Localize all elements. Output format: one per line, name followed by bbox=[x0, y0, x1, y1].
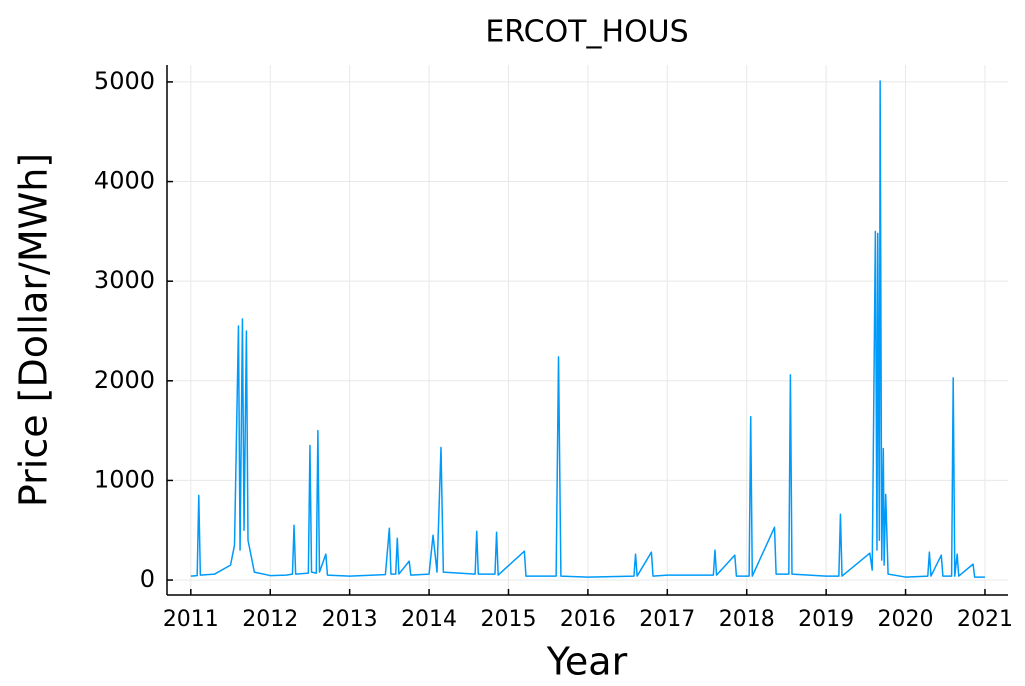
x-tick-label: 2017 bbox=[639, 607, 695, 632]
chart-title: ERCOT_HOUS bbox=[485, 15, 688, 50]
y-tick-label: 0 bbox=[140, 565, 155, 593]
y-tick-label: 2000 bbox=[94, 366, 155, 394]
x-tick-label: 2015 bbox=[480, 607, 536, 632]
y-tick-label: 5000 bbox=[94, 67, 155, 95]
y-tick-label: 4000 bbox=[94, 167, 155, 195]
x-axis-label: Year bbox=[546, 640, 628, 684]
y-tick-label: 1000 bbox=[94, 465, 155, 493]
y-axis-label: Price [Dollar/MWh] bbox=[12, 153, 56, 507]
x-tick-label: 2021 bbox=[957, 607, 1013, 632]
x-tick-label: 2013 bbox=[322, 607, 378, 632]
x-tick-label: 2012 bbox=[242, 607, 298, 632]
x-tick-label: 2019 bbox=[798, 607, 854, 632]
x-tick-label: 2018 bbox=[719, 607, 775, 632]
x-tick-label: 2011 bbox=[163, 607, 219, 632]
x-tick-label: 2020 bbox=[878, 607, 934, 632]
price-line bbox=[190, 80, 985, 578]
x-tick-label: 2016 bbox=[560, 607, 616, 632]
y-tick-label: 3000 bbox=[94, 266, 155, 294]
x-tick-label: 2014 bbox=[401, 607, 457, 632]
